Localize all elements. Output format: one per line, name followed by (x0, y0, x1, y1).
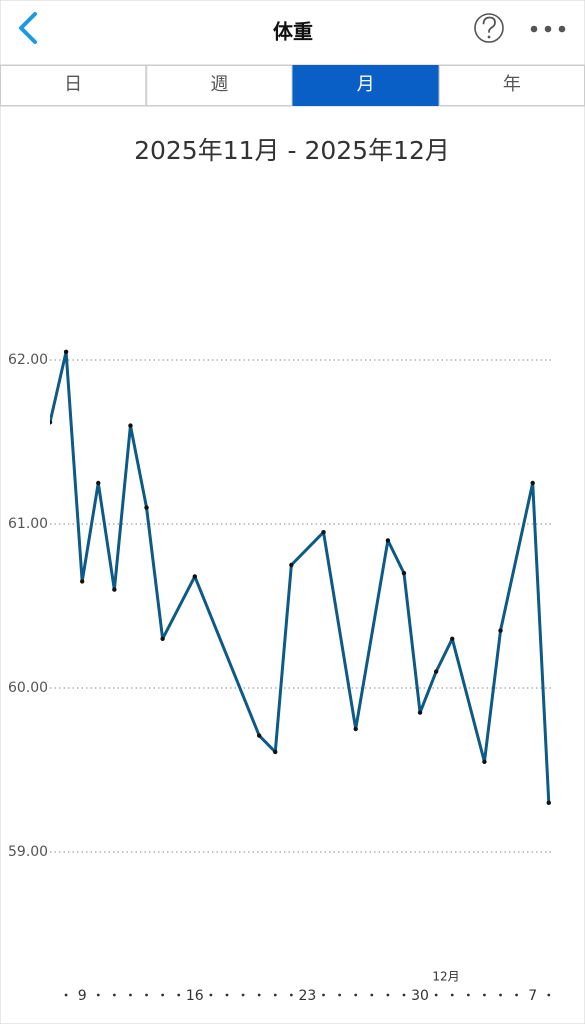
x-minor-tick (177, 993, 181, 997)
tab-label: 週 (210, 74, 228, 95)
x-minor-tick (225, 993, 229, 997)
x-tick-label: 7 (528, 988, 537, 1004)
x-minor-tick (257, 993, 261, 997)
data-point (385, 538, 391, 543)
data-point (50, 420, 53, 425)
tab[interactable] (0, 65, 147, 106)
data-point (482, 759, 487, 764)
x-tick-label: 30 (411, 988, 429, 1004)
help-button[interactable] (474, 13, 504, 43)
data-point (128, 423, 133, 428)
x-minor-tick (145, 993, 148, 997)
data-point (353, 726, 358, 732)
data-point (321, 530, 326, 535)
tab-label: 月 (357, 74, 375, 95)
x-minor-tick (338, 993, 342, 997)
x-tick-label: 16 (186, 988, 204, 1004)
chart-title: 2025年11月 - 2025年12月 (134, 136, 450, 165)
data-point (256, 733, 262, 738)
more-button[interactable] (530, 25, 566, 33)
data-point (160, 636, 165, 641)
x-minor-tick (96, 993, 100, 997)
x-minor-tick (64, 993, 68, 997)
tab[interactable] (292, 65, 439, 106)
data-point (450, 636, 455, 641)
x-minor-tick (209, 993, 213, 997)
x-minor-tick (434, 993, 438, 997)
data-point (192, 574, 198, 579)
x-minor-tick (241, 993, 245, 997)
data-point (433, 669, 439, 674)
y-tick-label: 60.00 (8, 680, 48, 696)
x-minor-tick (466, 993, 470, 997)
tab-label: 年 (503, 74, 521, 95)
y-tick-label: 59.00 (8, 844, 48, 860)
x-minor-tick (289, 993, 293, 997)
x-minor-tick (483, 993, 486, 997)
page-title: 体重 (273, 20, 313, 44)
data-point (498, 628, 503, 633)
data-point (289, 562, 294, 568)
y-tick-label: 61.00 (8, 516, 48, 532)
tab[interactable] (438, 65, 585, 106)
x-minor-tick (499, 993, 502, 997)
data-point (273, 749, 278, 755)
data-point (546, 800, 551, 805)
x-minor-tick (273, 993, 277, 997)
data-point (401, 571, 407, 576)
data-point (417, 710, 423, 715)
data-point (63, 349, 69, 354)
y-tick-label: 62.00 (8, 352, 48, 368)
x-minor-tick (322, 993, 325, 997)
x-minor-tick (112, 993, 116, 997)
data-point (144, 505, 149, 510)
data-point (530, 480, 535, 486)
back-button[interactable] (19, 12, 37, 44)
x-tick-label: 9 (78, 988, 87, 1004)
tab-bar: 日週月年 (0, 64, 585, 107)
x-minor-tick (129, 993, 132, 997)
data-point (96, 480, 101, 486)
x-minor-tick (370, 993, 374, 997)
data-point (112, 587, 117, 592)
x-minor-tick (402, 993, 406, 997)
data-point (79, 579, 85, 584)
tab[interactable] (146, 65, 293, 106)
x-minor-tick (515, 993, 519, 997)
x-tick-label: 23 (299, 988, 317, 1004)
x-minor-tick (354, 993, 358, 997)
x-minor-tick (161, 993, 165, 997)
x-minor-tick (386, 993, 390, 997)
x-minor-tick (450, 993, 454, 997)
tab-label: 日 (64, 74, 82, 95)
x-minor-tick (547, 993, 551, 997)
x-annotation: 12月 (432, 970, 459, 984)
